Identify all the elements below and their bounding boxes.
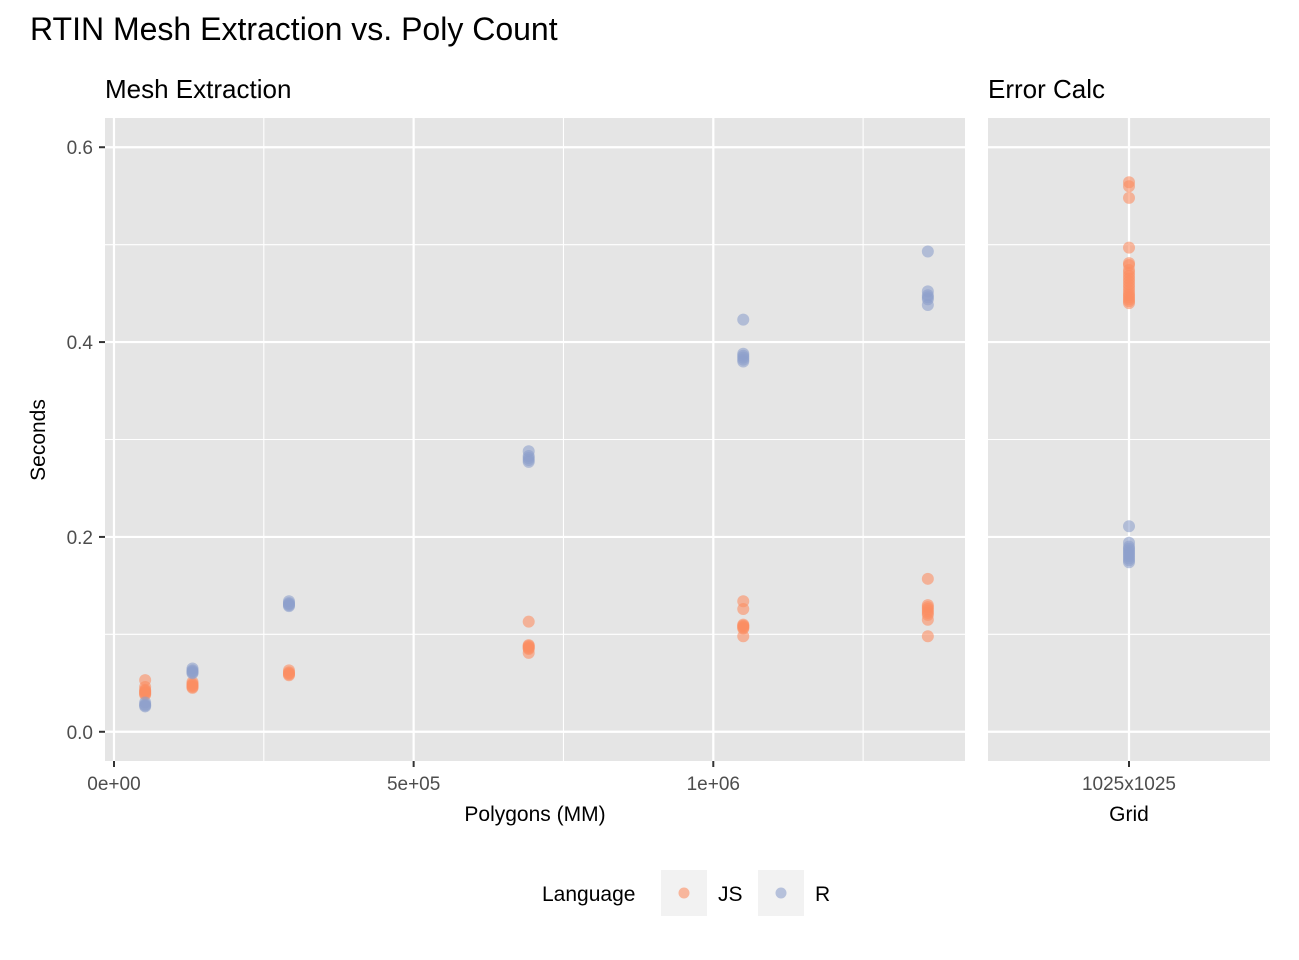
panel-mesh-extraction: [105, 118, 965, 761]
y-axis-title-seconds: Seconds: [27, 399, 50, 481]
point-js: [523, 647, 535, 659]
point-r: [922, 299, 934, 311]
point-js: [737, 630, 749, 642]
point-js: [737, 603, 749, 615]
point-r: [737, 356, 749, 368]
point-js: [186, 682, 198, 694]
panel-error-calc: [988, 118, 1270, 761]
point-r: [922, 245, 934, 257]
point-r: [1123, 520, 1135, 532]
panel-axes: 1025x1025: [1082, 761, 1176, 795]
legend: Language JS R: [542, 870, 830, 916]
x-tick-label: 1e+06: [687, 774, 740, 795]
point-js: [523, 616, 535, 628]
point-js: [1123, 180, 1135, 192]
point-js: [922, 573, 934, 585]
x-axis-title-grid: Grid: [1109, 803, 1149, 826]
point-r: [737, 314, 749, 326]
point-js: [922, 614, 934, 626]
x-axis-title-polygons: Polygons (MM): [464, 803, 605, 826]
x-tick-label: 1025x1025: [1082, 774, 1176, 795]
point-js: [1123, 297, 1135, 309]
y-tick-label: 0.6: [67, 138, 93, 159]
point-r: [283, 600, 295, 612]
legend-label-r: R: [815, 883, 830, 906]
legend-title: Language: [542, 883, 635, 906]
chart-title: RTIN Mesh Extraction vs. Poly Count: [30, 11, 558, 47]
y-tick-label: 0.4: [67, 333, 94, 354]
legend-label-js: JS: [718, 883, 743, 906]
point-js: [1123, 192, 1135, 204]
point-r: [523, 456, 535, 468]
chart: RTIN Mesh Extraction vs. Poly Count Mesh…: [0, 0, 1299, 960]
point-js: [1123, 242, 1135, 254]
y-tick-label: 0.2: [67, 528, 93, 549]
facet-title-mesh-extraction: Mesh Extraction: [105, 74, 291, 104]
point-r: [186, 667, 198, 679]
point-r: [139, 700, 151, 712]
point-js: [283, 669, 295, 681]
legend-marker-js: [679, 888, 690, 899]
legend-marker-r: [776, 888, 787, 899]
point-js: [922, 630, 934, 642]
point-r: [1123, 556, 1135, 568]
y-tick-label: 0.0: [67, 723, 93, 744]
x-tick-label: 5e+05: [387, 774, 440, 795]
x-tick-label: 0e+00: [87, 774, 140, 795]
facet-title-error-calc: Error Calc: [988, 74, 1105, 104]
